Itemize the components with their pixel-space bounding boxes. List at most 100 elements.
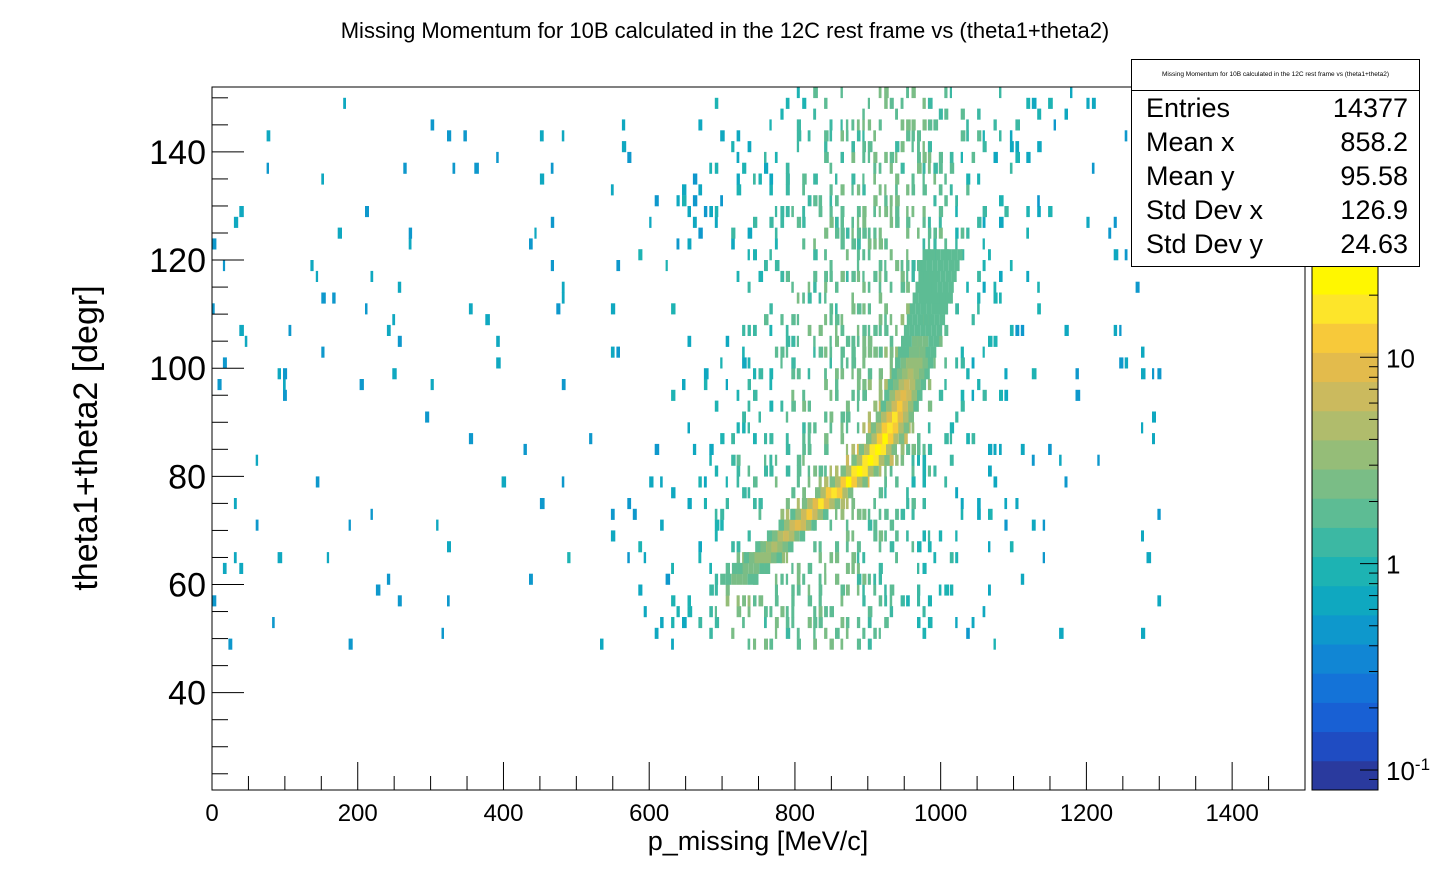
heatmap-cell bbox=[927, 357, 934, 369]
stats-value: 14377 bbox=[1332, 93, 1408, 123]
heatmap-cell bbox=[386, 573, 391, 585]
heatmap-cell bbox=[911, 422, 915, 434]
heatmap-cell bbox=[862, 454, 868, 466]
heatmap-cell bbox=[933, 195, 937, 207]
heatmap-cell bbox=[682, 617, 687, 629]
heatmap-cell bbox=[397, 595, 402, 607]
heatmap-cell bbox=[906, 184, 910, 196]
heatmap-cell bbox=[660, 476, 663, 488]
y-tick-label: 80 bbox=[168, 458, 206, 496]
heatmap-cell bbox=[878, 454, 885, 466]
heatmap-cell bbox=[698, 227, 703, 239]
heatmap-cell bbox=[878, 184, 882, 196]
heatmap-cell bbox=[561, 379, 566, 391]
heatmap-cell bbox=[867, 324, 871, 336]
heatmap-cell bbox=[780, 552, 786, 564]
heatmap-cell bbox=[895, 324, 898, 336]
heatmap-cell bbox=[926, 303, 932, 315]
heatmap-cell bbox=[851, 389, 855, 401]
heatmap-cell bbox=[945, 270, 952, 282]
heatmap-cell bbox=[370, 508, 373, 520]
heatmap-cell bbox=[851, 151, 856, 163]
heatmap-cell bbox=[942, 303, 948, 315]
heatmap-cell bbox=[1048, 206, 1053, 218]
stats-row: Std Dev x 126.9 bbox=[1132, 193, 1419, 227]
heatmap-cell bbox=[687, 238, 692, 250]
heatmap-cell bbox=[796, 573, 801, 585]
heatmap-cell bbox=[895, 184, 898, 196]
heatmap-cell bbox=[840, 411, 846, 423]
heatmap-cell bbox=[906, 443, 911, 455]
heatmap-cell bbox=[887, 379, 894, 391]
heatmap-cell bbox=[944, 433, 949, 445]
heatmap-cell bbox=[840, 270, 845, 282]
heatmap-cell bbox=[934, 314, 940, 326]
heatmap-cell bbox=[807, 400, 811, 412]
heatmap-cell bbox=[927, 595, 932, 607]
heatmap-cell bbox=[966, 130, 969, 142]
color-scale-segment bbox=[1312, 760, 1378, 791]
heatmap-cell bbox=[856, 541, 861, 553]
heatmap-cell bbox=[922, 454, 927, 466]
heatmap-cell bbox=[796, 584, 801, 596]
heatmap-cell bbox=[769, 379, 773, 391]
heatmap-cell bbox=[840, 617, 845, 629]
heatmap-cell bbox=[212, 303, 215, 315]
heatmap-cell bbox=[993, 281, 997, 293]
heatmap-cell bbox=[884, 270, 888, 282]
heatmap-cell bbox=[778, 519, 784, 531]
color-scale-bar bbox=[1311, 264, 1379, 791]
heatmap-cell bbox=[823, 508, 829, 520]
heatmap-cell bbox=[813, 422, 817, 434]
heatmap-cell bbox=[736, 465, 741, 477]
heatmap-cell bbox=[878, 541, 882, 553]
heatmap-cell bbox=[864, 443, 870, 455]
heatmap-cell bbox=[774, 454, 778, 466]
heatmap-cell bbox=[799, 530, 806, 542]
heatmap-cell bbox=[785, 443, 791, 455]
heatmap-cell bbox=[807, 422, 812, 434]
heatmap-cell bbox=[747, 638, 751, 650]
heatmap-cell bbox=[1152, 411, 1156, 423]
heatmap-cell bbox=[791, 400, 796, 412]
heatmap-cell bbox=[807, 368, 811, 380]
x-axis: 0 200 400 600 800 1000 1200 1400 bbox=[205, 762, 1306, 827]
heatmap-cell bbox=[884, 346, 888, 358]
heatmap-cell bbox=[931, 324, 937, 336]
heatmap-cell bbox=[802, 443, 806, 455]
heatmap-cell bbox=[867, 238, 872, 250]
heatmap-cell bbox=[856, 303, 862, 315]
heatmap-cell bbox=[392, 368, 397, 380]
heatmap-cell bbox=[881, 422, 888, 434]
heatmap-cell bbox=[903, 422, 910, 434]
heatmap-cell bbox=[813, 627, 816, 639]
heatmap-cell bbox=[277, 552, 283, 564]
heatmap-cell bbox=[824, 346, 828, 358]
heatmap-cell bbox=[934, 270, 941, 282]
heatmap-cell bbox=[934, 292, 940, 304]
heatmap-cell bbox=[917, 141, 920, 153]
heatmap-cell bbox=[851, 508, 854, 520]
heatmap-cell bbox=[829, 552, 834, 564]
heatmap-cell bbox=[769, 119, 772, 131]
heatmap-cell bbox=[891, 443, 897, 455]
heatmap-cell bbox=[862, 357, 866, 369]
heatmap-cell bbox=[882, 433, 888, 445]
heatmap-cell bbox=[856, 422, 860, 434]
heatmap-cell bbox=[873, 519, 878, 531]
heatmap-cell bbox=[840, 498, 846, 510]
heatmap-cell bbox=[922, 162, 926, 174]
heatmap-cell bbox=[835, 227, 840, 239]
heatmap-cell bbox=[866, 433, 872, 445]
heatmap-cell bbox=[731, 227, 736, 239]
heatmap-cell bbox=[714, 97, 719, 109]
heatmap-cell bbox=[835, 216, 839, 228]
heatmap-cell bbox=[917, 389, 923, 401]
heatmap-cell bbox=[774, 206, 778, 218]
heatmap-cell bbox=[880, 443, 887, 455]
heatmap-cell bbox=[895, 206, 900, 218]
heatmap-cell bbox=[977, 508, 981, 520]
heatmap-cell bbox=[731, 238, 735, 250]
heatmap-cell bbox=[731, 433, 735, 445]
heatmap-cell bbox=[878, 87, 882, 99]
